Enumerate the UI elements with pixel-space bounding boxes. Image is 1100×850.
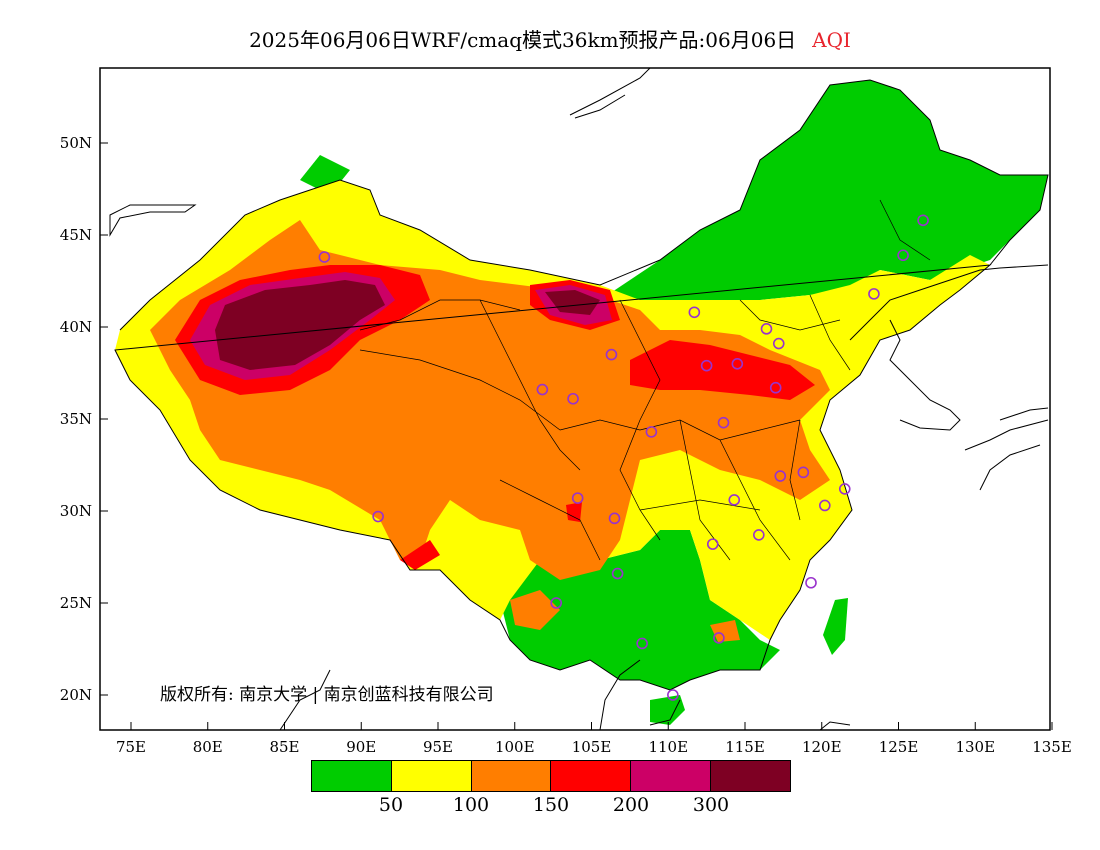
lon-tick-label: 125E — [879, 738, 919, 756]
coastline — [279, 659, 851, 730]
station-marker — [372, 510, 384, 523]
province-lines — [359, 199, 931, 561]
aqi-region-red — [566, 502, 582, 522]
lon-tick-label: 75E — [116, 738, 146, 756]
station-marker — [819, 499, 831, 512]
colorbar-label: 50 — [378, 794, 404, 816]
lon-tick-label: 135E — [1032, 738, 1072, 756]
copyright-text: 版权所有: 南京大学 | 南京创蓝科技有限公司 — [160, 685, 494, 705]
station-marker — [753, 529, 765, 541]
aqi-map — [109, 68, 1049, 730]
colorbar-segment — [551, 761, 632, 791]
colorbar-segment — [312, 761, 392, 791]
station-marker — [731, 357, 744, 370]
station-marker — [550, 597, 562, 609]
map-border — [99, 67, 1051, 731]
colorbar-label: 200 — [612, 794, 650, 816]
station-marker — [605, 348, 618, 361]
lon-tick-label: 85E — [269, 738, 299, 756]
aqi-region-green — [823, 598, 848, 655]
station-marker — [769, 381, 782, 394]
title-main: 2025年06月06日WRF/cmaq模式36km预报产品:06月06日 — [249, 28, 797, 52]
station-marker — [700, 359, 713, 372]
station-marker — [688, 306, 701, 319]
colorbar-segment — [391, 761, 472, 791]
aqi-region-red — [400, 540, 440, 570]
colorbar-label: 100 — [452, 794, 490, 816]
station-marker — [536, 383, 549, 396]
aqi-region-red — [630, 340, 815, 400]
lat-tick-label: 45N — [60, 226, 92, 244]
lat-tick-label: 25N — [60, 594, 92, 612]
colorbar-label: 150 — [532, 794, 570, 816]
coastline — [849, 264, 1049, 431]
aqi-colorbar — [311, 760, 791, 792]
aqi-region-maroon — [545, 290, 600, 315]
station-markers — [318, 214, 929, 701]
aqi-region-orange — [510, 590, 560, 630]
colorbar-label: 300 — [692, 794, 730, 816]
lon-tick-label: 110E — [648, 738, 688, 756]
station-marker — [717, 416, 730, 429]
coastline — [109, 204, 197, 237]
lon-tick-label: 90E — [346, 738, 376, 756]
lon-tick-label: 115E — [725, 738, 765, 756]
coastline — [964, 407, 1049, 491]
station-marker — [713, 632, 725, 644]
lat-tick-label: 20N — [60, 686, 92, 704]
aqi-region-green — [650, 695, 685, 725]
station-marker — [728, 494, 741, 506]
station-marker — [611, 567, 624, 580]
station-marker — [760, 323, 773, 335]
station-marker — [805, 576, 817, 589]
title-variable: AQI — [812, 28, 851, 52]
colorbar-segment — [471, 761, 552, 791]
colorbar-segment — [631, 761, 712, 791]
lon-tick-label: 120E — [802, 738, 842, 756]
lon-tick-label: 95E — [423, 738, 453, 756]
lat-tick-label: 30N — [60, 502, 92, 520]
station-marker — [917, 214, 929, 227]
lat-tick-label: 40N — [60, 318, 92, 336]
lon-tick-label: 105E — [572, 738, 612, 756]
boundary-lines — [114, 79, 1049, 691]
station-marker — [774, 470, 787, 482]
station-marker — [318, 251, 331, 263]
station-marker — [636, 637, 648, 650]
lon-tick-label: 80E — [193, 738, 223, 756]
station-marker — [706, 538, 719, 550]
lat-tick-label: 35N — [60, 410, 92, 428]
lon-tick-label: 130E — [955, 738, 995, 756]
map-title: 2025年06月06日WRF/cmaq模式36km预报产品:06月06日 AQI — [0, 24, 1100, 53]
station-marker — [772, 337, 785, 350]
station-marker — [608, 512, 621, 525]
aqi-region-orange — [710, 620, 740, 642]
station-marker — [667, 689, 679, 701]
lon-tick-label: 100E — [495, 738, 535, 756]
lat-axis: 50N 45N 40N 35N 30N 25N 20N — [60, 134, 108, 704]
station-marker — [571, 492, 584, 504]
station-marker — [645, 426, 658, 438]
station-marker — [897, 249, 909, 262]
colorbar-segment — [711, 761, 790, 791]
station-marker — [797, 466, 810, 479]
aqi-region-green — [600, 80, 1048, 300]
station-marker — [838, 483, 851, 495]
aqi-region-maroon — [215, 280, 385, 370]
station-marker — [868, 288, 880, 300]
lat-tick-label: 50N — [60, 134, 92, 152]
lon-axis: 75E 80E 85E 90E 95E 100E 105E 110E 115E 120E 125E 1… — [116, 722, 1072, 756]
station-marker — [567, 392, 579, 405]
coastline — [569, 68, 651, 119]
